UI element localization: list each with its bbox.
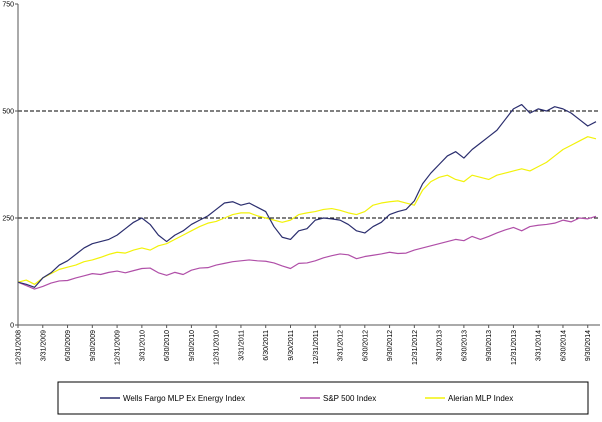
x-axis-ticks: 12/31/2008 3/31/2009 6/30/2009 9/30/2009 12/…	[16, 325, 592, 365]
reference-lines	[18, 110, 600, 219]
x-tick-label: 6/30/2013	[461, 330, 468, 361]
series-line-sp500	[17, 215, 597, 290]
series-line-wells-fargo	[17, 103, 597, 288]
x-tick-label: 12/31/2013	[511, 330, 518, 365]
x-tick-label: 6/30/2009	[65, 330, 72, 361]
y-tick-label: 750	[2, 2, 14, 9]
x-tick-label: 3/31/2014	[536, 330, 543, 361]
legend: Wells Fargo MLP Ex Energy Index S&P 500 …	[57, 381, 589, 415]
x-tick-label: 12/31/2011	[313, 330, 320, 365]
legend-label-alerian: Alerian MLP Index	[448, 394, 513, 403]
x-tick-label: 6/30/2010	[164, 330, 171, 361]
axes	[17, 4, 600, 326]
x-tick-label: 3/31/2013	[437, 330, 444, 361]
x-tick-label: 12/31/2009	[115, 330, 122, 365]
x-tick-label: 6/30/2012	[362, 330, 369, 361]
x-tick-label: 12/31/2010	[214, 330, 221, 365]
series-line-alerian	[17, 136, 597, 285]
legend-label-sp500: S&P 500 Index	[323, 394, 376, 403]
x-tick-label: 12/31/2012	[412, 330, 419, 365]
x-tick-label: 9/30/2013	[486, 330, 493, 361]
x-tick-label: 3/31/2010	[139, 330, 146, 361]
legend-box	[57, 381, 589, 415]
x-tick-label: 9/30/2009	[90, 330, 97, 361]
x-tick-label: 9/30/2014	[585, 330, 592, 361]
x-tick-label: 3/31/2012	[338, 330, 345, 361]
y-tick-label: 0	[10, 323, 14, 330]
legend-label-wells-fargo: Wells Fargo MLP Ex Energy Index	[123, 394, 245, 403]
x-tick-label: 3/31/2009	[40, 330, 47, 361]
y-tick-label: 250	[2, 216, 14, 223]
series-layer	[17, 103, 597, 290]
x-tick-label: 3/31/2011	[238, 330, 245, 361]
y-tick-label: 500	[2, 109, 14, 116]
x-tick-label: 12/31/2008	[16, 330, 23, 365]
x-tick-label: 9/30/2012	[387, 330, 394, 361]
x-tick-label: 6/30/2011	[263, 330, 270, 361]
x-tick-label: 9/30/2011	[288, 330, 295, 361]
x-tick-label: 9/30/2010	[189, 330, 196, 361]
x-tick-label: 6/30/2014	[560, 330, 567, 361]
